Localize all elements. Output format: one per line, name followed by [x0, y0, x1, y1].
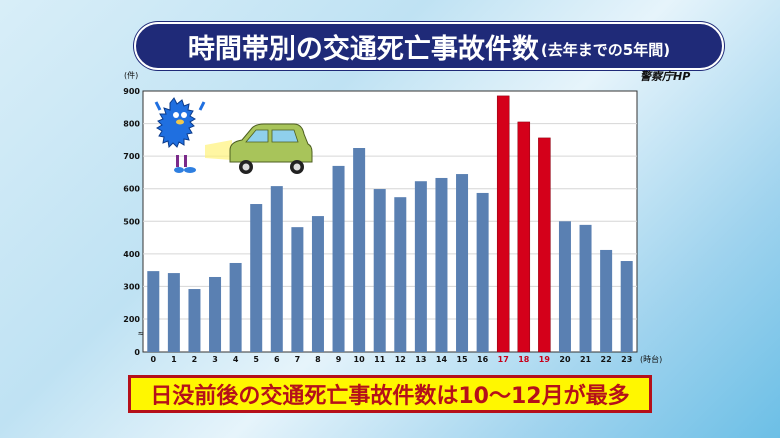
bar-18 [517, 121, 531, 353]
bar-7 [291, 227, 304, 352]
y-tick-label: 600 [123, 185, 140, 194]
x-tick-label: 15 [456, 355, 468, 364]
title-sub: (去年までの5年間) [540, 40, 671, 59]
y-tick-label: 0 [134, 348, 140, 357]
bar-1 [167, 273, 180, 352]
x-tick-label: 16 [477, 355, 489, 364]
monster-illustration-icon [154, 97, 206, 173]
bar-11 [373, 189, 386, 352]
x-tick-label: 19 [539, 355, 551, 364]
x-tick-label: 18 [518, 355, 530, 364]
bar-2 [188, 289, 201, 352]
x-tick-label: 14 [436, 355, 448, 364]
y-tick-label: 200 [123, 315, 140, 324]
source-label: 警察庁HP [640, 70, 691, 83]
bar-23 [620, 261, 633, 352]
bar-14 [435, 177, 448, 352]
x-tick-label: 5 [253, 355, 259, 364]
bar-20 [558, 221, 571, 352]
x-tick-label: 20 [559, 355, 571, 364]
bar-0 [147, 271, 160, 352]
y-axis-unit: (件) [124, 71, 139, 80]
x-tick-label: 1 [171, 355, 177, 364]
bar-8 [311, 216, 324, 352]
axis-break-icon: ≈ [138, 329, 145, 338]
y-tick-label: 500 [123, 217, 140, 226]
bar-12 [394, 197, 407, 352]
bar-17 [496, 95, 510, 353]
bar-21 [579, 224, 592, 352]
x-tick-label: 12 [395, 355, 406, 364]
y-tick-label: 900 [123, 87, 140, 96]
x-tick-label: 2 [192, 355, 198, 364]
x-tick-label: 6 [274, 355, 280, 364]
bar-6 [270, 186, 283, 352]
x-tick-label: 13 [415, 355, 426, 364]
x-axis-unit: (時台) [640, 354, 662, 364]
bar-3 [209, 276, 222, 352]
car-illustration-icon [205, 123, 313, 174]
x-tick-label: 8 [315, 355, 321, 364]
bar-4 [229, 262, 242, 352]
x-tick-label: 10 [354, 355, 366, 364]
chart-title: 時間帯別の交通死亡事故件数 (去年までの5年間) [134, 22, 724, 70]
bar-10 [353, 148, 366, 352]
x-tick-label: 23 [621, 355, 632, 364]
headline-banner: 日没前後の交通死亡事故件数は10～12月が最多 [128, 375, 652, 413]
x-tick-label: 21 [580, 355, 592, 364]
x-tick-label: 4 [233, 355, 239, 364]
bar-16 [476, 192, 489, 352]
x-tick-label: 17 [498, 355, 509, 364]
bar-5 [250, 204, 263, 352]
x-tick-label: 9 [336, 355, 342, 364]
y-tick-label: 700 [123, 152, 140, 161]
y-tick-label: 400 [123, 250, 140, 259]
bar-9 [332, 165, 345, 352]
x-tick-label: 0 [151, 355, 157, 364]
bar-19 [538, 137, 551, 353]
bar-22 [600, 249, 613, 352]
x-tick-label: 7 [295, 355, 301, 364]
y-tick-label: 800 [123, 120, 140, 129]
x-tick-label: 22 [601, 355, 612, 364]
title-main: 時間帯別の交通死亡事故件数 [187, 33, 539, 65]
bar-15 [456, 174, 469, 352]
bar-13 [414, 181, 427, 352]
x-tick-label: 3 [212, 355, 218, 364]
y-tick-label: 300 [123, 282, 140, 291]
x-tick-label: 11 [374, 355, 386, 364]
